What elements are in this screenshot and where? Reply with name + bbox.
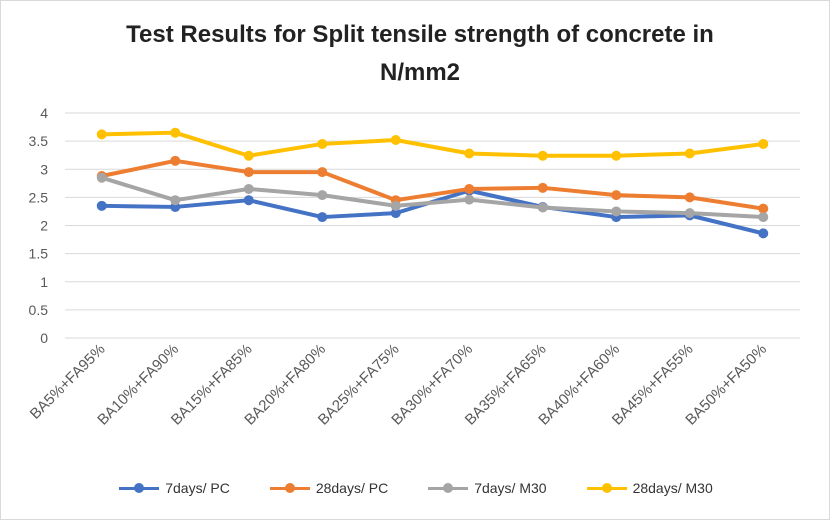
- x-tick-label: BA5%+FA95%: [27, 341, 109, 423]
- series-line-3: [99, 175, 766, 220]
- y-tick-label: 4: [40, 105, 48, 121]
- data-point: [758, 228, 769, 239]
- data-point: [170, 195, 181, 206]
- y-tick-label: 1.5: [29, 246, 49, 262]
- data-point: [684, 208, 695, 219]
- legend-label: 7days/ M30: [474, 480, 547, 496]
- data-point: [243, 150, 254, 161]
- data-point: [464, 148, 475, 159]
- series-line-4: [99, 130, 766, 158]
- data-point: [317, 138, 328, 149]
- data-point: [96, 200, 107, 211]
- legend-marker-icon: [586, 483, 627, 493]
- data-point: [758, 203, 769, 214]
- data-point: [170, 155, 181, 166]
- y-tick-label: 0.5: [29, 302, 49, 318]
- legend-label: 28days/ M30: [632, 480, 713, 496]
- data-point: [684, 148, 695, 159]
- legend-item: 28days/ M30: [586, 480, 713, 496]
- legend-label: 7days/ PC: [165, 480, 230, 496]
- legend-marker-icon: [428, 483, 469, 493]
- legend-item: 7days/ M30: [428, 480, 547, 496]
- legend-item: 7days/ PC: [119, 480, 230, 496]
- data-point: [96, 129, 107, 140]
- data-point: [243, 183, 254, 194]
- y-tick-label: 3.5: [29, 133, 49, 149]
- data-point: [317, 212, 328, 223]
- data-point: [96, 172, 107, 183]
- x-tick-label: BA50%+FA50%: [682, 341, 770, 429]
- data-point: [390, 135, 401, 145]
- data-point: [243, 195, 254, 206]
- y-tick-label: 0: [40, 330, 48, 346]
- data-point: [464, 183, 475, 194]
- data-point: [537, 182, 548, 193]
- data-point: [317, 167, 328, 178]
- data-point: [611, 206, 622, 217]
- chart-title-line-2: N/mm2: [379, 59, 461, 86]
- data-point: [684, 192, 695, 203]
- chart-title-line-1: Test Results for Split tensile strength …: [126, 21, 714, 48]
- data-point: [243, 167, 254, 178]
- chart-legend: 7days/ PC 28days/ PC 7days/ M30 28days/ M30: [0, 480, 832, 496]
- data-point: [317, 190, 328, 201]
- y-tick-label: 1: [40, 274, 48, 290]
- data-point: [464, 194, 475, 205]
- legend-marker-icon: [119, 483, 160, 493]
- data-point: [758, 212, 769, 223]
- y-tick-label: 3: [40, 161, 48, 177]
- series-line-2: [99, 158, 766, 211]
- legend-marker-icon: [269, 483, 310, 493]
- y-tick-label: 2: [40, 218, 48, 234]
- data-point: [537, 150, 548, 161]
- data-point: [758, 138, 769, 149]
- data-point: [170, 127, 181, 138]
- legend-item: 28days/ PC: [269, 480, 389, 496]
- data-point: [390, 200, 401, 211]
- data-point: [390, 208, 401, 219]
- y-tick-label: 2.5: [29, 189, 49, 205]
- data-point: [611, 150, 622, 161]
- data-point: [611, 190, 622, 201]
- legend-label: 28days/ PC: [315, 480, 389, 496]
- data-point: [537, 202, 548, 213]
